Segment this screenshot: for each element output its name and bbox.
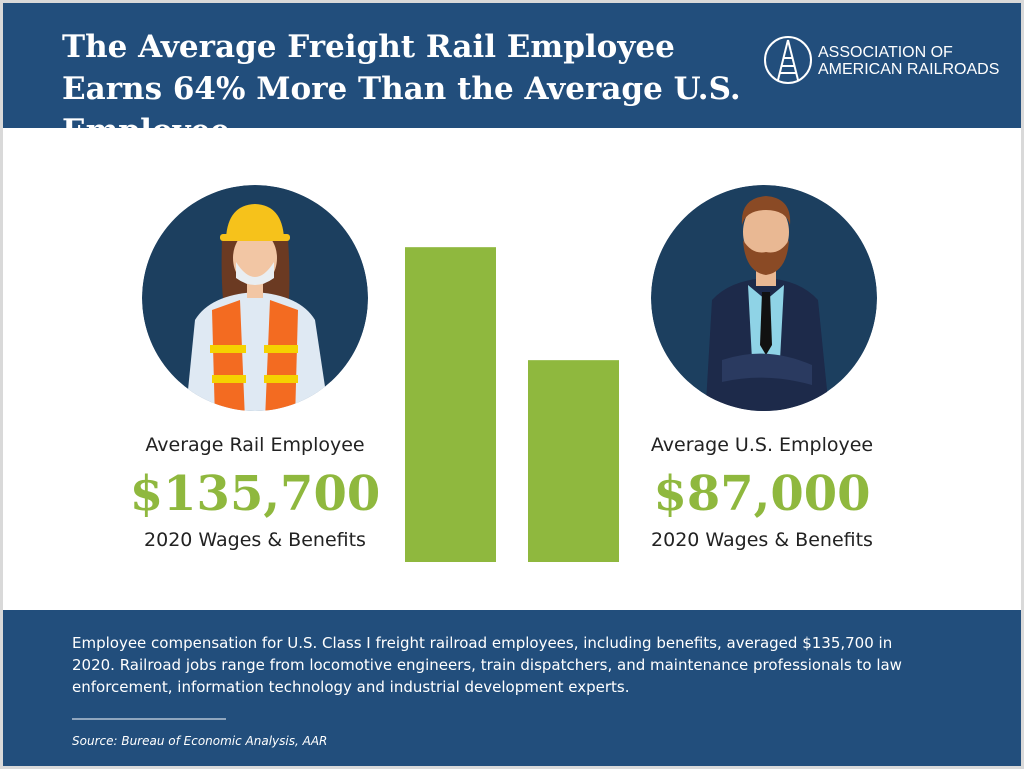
rail-employee-illustration: [142, 185, 368, 411]
logo-line: ASSOCIATION OF: [818, 44, 953, 61]
header-band: [3, 3, 1021, 128]
us-employee-illustration: [651, 185, 877, 411]
logo-text: ASSOCIATION OF AMERICAN RAILROADS: [818, 44, 999, 78]
bar: [405, 247, 496, 562]
category-note: 2020 Wages & Benefits: [144, 529, 366, 551]
footer-band: [3, 610, 1021, 766]
description: Employee compensation for U.S. Class I f…: [72, 634, 902, 696]
value-label: $87,000: [653, 466, 870, 522]
logo-icon: [764, 36, 812, 84]
title: The Average Freight Rail Employee Earns …: [62, 29, 741, 149]
logo-line: AMERICAN RAILROADS: [818, 61, 1000, 78]
bar: [528, 360, 619, 562]
category-label: Average Rail Employee: [145, 434, 364, 456]
category-label: Average U.S. Employee: [651, 434, 873, 456]
category-note: 2020 Wages & Benefits: [651, 529, 873, 551]
source: Source: Bureau of Economic Analysis, AAR: [72, 734, 328, 748]
value-label: $135,700: [130, 466, 381, 522]
